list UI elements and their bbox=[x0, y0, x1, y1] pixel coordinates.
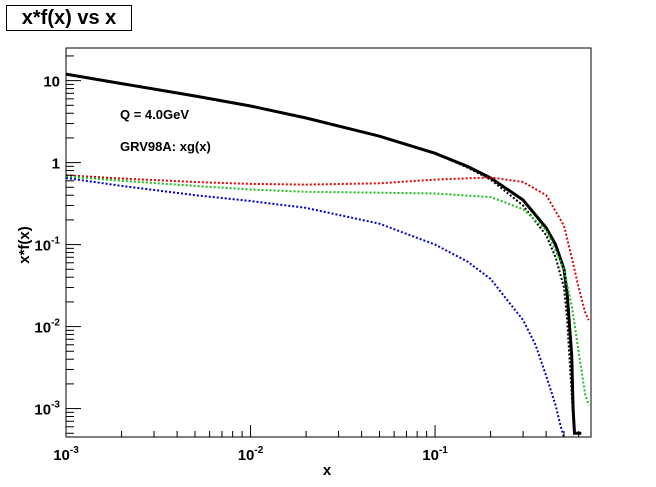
series-line-3 bbox=[65, 175, 590, 406]
y-tick-label: 10 bbox=[43, 74, 60, 91]
x-tick-label: 10-2 bbox=[238, 445, 264, 464]
y-axis-label: x*f(x) bbox=[16, 226, 33, 264]
y-tick-label: 10-1 bbox=[34, 236, 60, 255]
series-line-0 bbox=[65, 72, 582, 435]
x-axis-label: x bbox=[323, 462, 332, 479]
x-tick-label: 10-3 bbox=[53, 445, 79, 464]
y-tick-label: 10-2 bbox=[34, 318, 60, 337]
y-tick-label: 1 bbox=[52, 156, 60, 173]
y-tick-label: 10-3 bbox=[34, 400, 60, 419]
series-line-4 bbox=[65, 176, 565, 438]
labels-layer: 10-3 10-2 10-1 10-3 10-2 10-1 1 10 bbox=[34, 74, 448, 464]
x-tick-label: 10-1 bbox=[422, 445, 448, 464]
plot-frame bbox=[65, 47, 592, 438]
series-line-2 bbox=[65, 174, 590, 321]
annotation-pdf-set: GRV98A: xg(x) bbox=[120, 139, 211, 154]
series-line-1 bbox=[65, 73, 582, 435]
ticks-layer bbox=[65, 55, 580, 437]
series-layer bbox=[65, 72, 590, 438]
chart-title: x*f(x) vs x bbox=[6, 5, 132, 31]
annotation-q-value: Q = 4.0GeV bbox=[120, 107, 189, 122]
